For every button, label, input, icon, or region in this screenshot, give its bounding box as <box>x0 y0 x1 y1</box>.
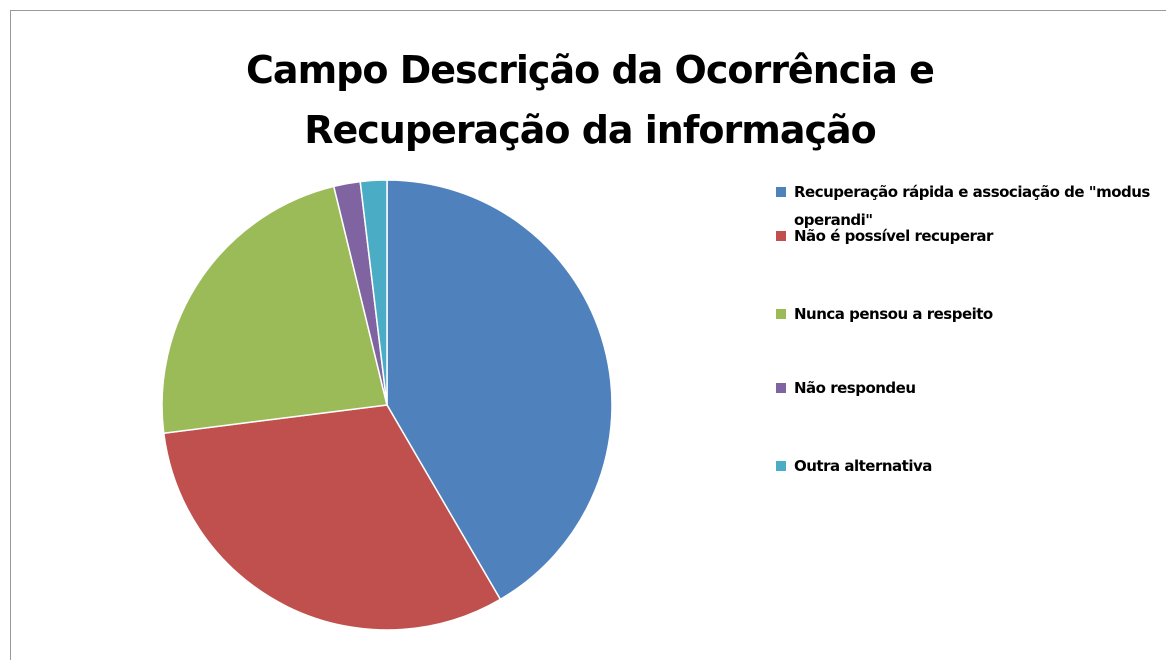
legend-swatch <box>776 461 786 471</box>
legend-item: Nunca pensou a respeito <box>776 300 1161 328</box>
legend-label: Não é possível recuperar <box>794 227 993 245</box>
legend-swatch <box>776 383 786 393</box>
pie-slice <box>161 185 388 435</box>
legend-swatch <box>776 187 786 197</box>
legend-swatch <box>776 309 786 319</box>
legend-item: Não é possível recuperar <box>776 222 1161 250</box>
legend-item: Outra alternativa <box>776 452 1161 480</box>
legend-label: Outra alternativa <box>794 457 932 475</box>
legend-label: Nunca pensou a respeito <box>794 305 993 323</box>
chart-frame <box>10 10 1166 660</box>
legend-item: Recuperação rápida e associação de "modu… <box>776 178 1161 234</box>
legend-label: Recuperação rápida e associação de "modu… <box>794 183 1150 229</box>
chart-title: Campo Descrição da Ocorrência e Recupera… <box>246 48 935 152</box>
pie-slice <box>386 179 613 601</box>
legend-swatch <box>776 231 786 241</box>
pie-slice <box>162 404 502 631</box>
pie-slice <box>359 179 388 406</box>
legend-item: Não respondeu <box>776 374 1161 402</box>
legend-label: Não respondeu <box>794 379 916 397</box>
